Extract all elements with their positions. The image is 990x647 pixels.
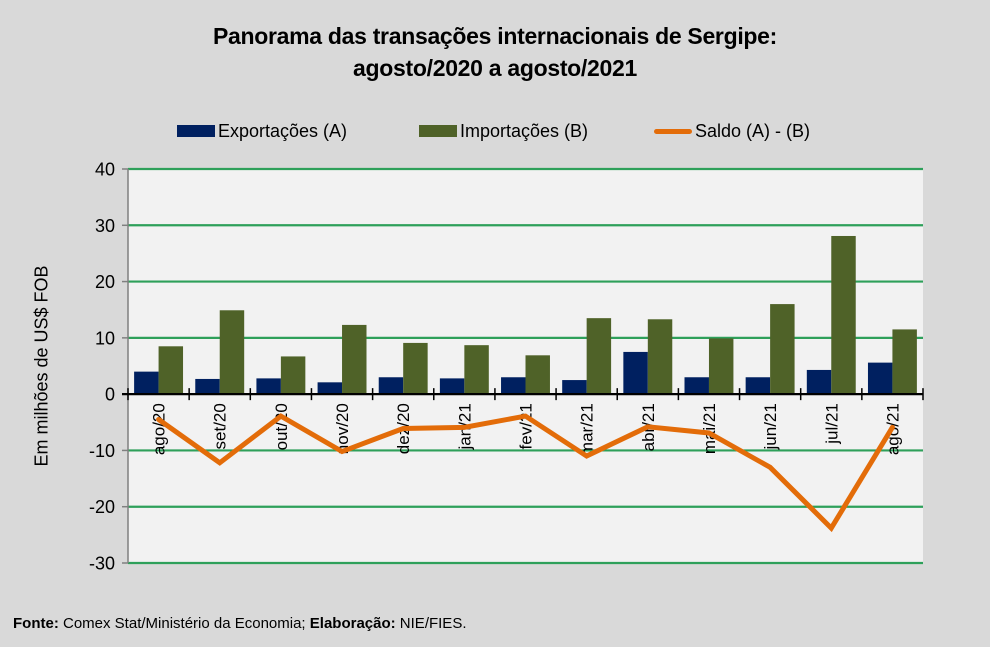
chart-title-line-2: agosto/2020 a agosto/2021 (353, 55, 637, 81)
y-tick-label: 40 (95, 160, 115, 180)
import-bar (464, 345, 489, 395)
export-bar (867, 362, 893, 395)
y-tick-label: -20 (89, 497, 115, 517)
legend-swatch-importacoes (419, 125, 457, 137)
legend-item-importacoes: Importações (B) (419, 119, 588, 143)
import-bar (403, 342, 428, 395)
legend-item-saldo: Saldo (A) - (B) (654, 119, 810, 143)
footer-source: Fonte: Comex Stat/Ministério da Economia… (13, 615, 467, 632)
legend-item-exportacoes: Exportações (A) (177, 119, 347, 143)
bars (134, 235, 917, 395)
export-bar (745, 377, 771, 395)
export-bar (195, 378, 220, 395)
legend-label-exportacoes: Exportações (A) (218, 120, 348, 141)
footer-fonte-label: Fonte: (13, 615, 59, 632)
x-tick-label: jul/21 (822, 403, 841, 445)
import-bar (158, 346, 184, 395)
x-tick-label: set/20 (211, 403, 230, 449)
y-tick-label: 0 (105, 385, 115, 405)
export-bar (806, 369, 832, 395)
export-bar (562, 380, 587, 395)
import-bar (647, 319, 673, 395)
export-bar (317, 382, 343, 395)
x-tick-label: jun/21 (761, 403, 780, 450)
x-tick-label: mar/21 (578, 403, 597, 456)
chart-title-line-1: Panorama das transações internacionais d… (212, 23, 778, 49)
export-bar (134, 371, 159, 395)
import-bar (770, 304, 795, 395)
legend-swatch-saldo (654, 128, 692, 134)
footer-elaboracao-text: NIE/FIES. (395, 615, 467, 632)
y-tick-label: 10 (95, 328, 115, 348)
saldo-line-group (156, 413, 895, 533)
legend: Exportações (A) Importações (B) Saldo (A… (0, 119, 990, 143)
y-axis-ticks: 40 30 20 10 0 -10 -20 -30 (89, 160, 129, 574)
x-tick-label: ago/20 (150, 403, 169, 455)
x-tick-label: mai/21 (700, 403, 719, 454)
import-bar (342, 324, 367, 395)
import-bar (892, 329, 917, 395)
x-axis (122, 388, 924, 401)
import-bar (586, 318, 612, 395)
x-tick-label: out/20 (272, 403, 291, 450)
export-bar (684, 377, 709, 395)
export-bar (439, 378, 465, 395)
chart-title: Panorama das transações internacionais d… (0, 20, 990, 84)
x-tick-label: nov/20 (333, 403, 352, 454)
y-tick-label: 20 (95, 272, 115, 292)
y-tick-label: -30 (89, 554, 115, 574)
import-bar (525, 355, 550, 395)
export-bar (378, 377, 404, 395)
legend-label-importacoes: Importações (B) (460, 120, 589, 141)
import-bar (831, 235, 856, 395)
import-bar (280, 356, 306, 395)
x-tick-label: fev/21 (517, 403, 536, 449)
y-tick-label: 30 (95, 216, 115, 236)
legend-swatch-exportacoes (177, 125, 215, 137)
legend-label-saldo: Saldo (A) - (B) (695, 120, 811, 141)
y-tick-label: -10 (89, 441, 115, 461)
export-bar (501, 377, 526, 395)
footer-elaboracao-label: Elaboração: (309, 615, 396, 632)
export-bar (256, 378, 281, 395)
export-bar (623, 351, 648, 395)
footer-fonte-text: Comex Stat/Ministério da Economia; (58, 615, 310, 632)
import-bar (708, 338, 734, 395)
import-bar (219, 310, 245, 395)
